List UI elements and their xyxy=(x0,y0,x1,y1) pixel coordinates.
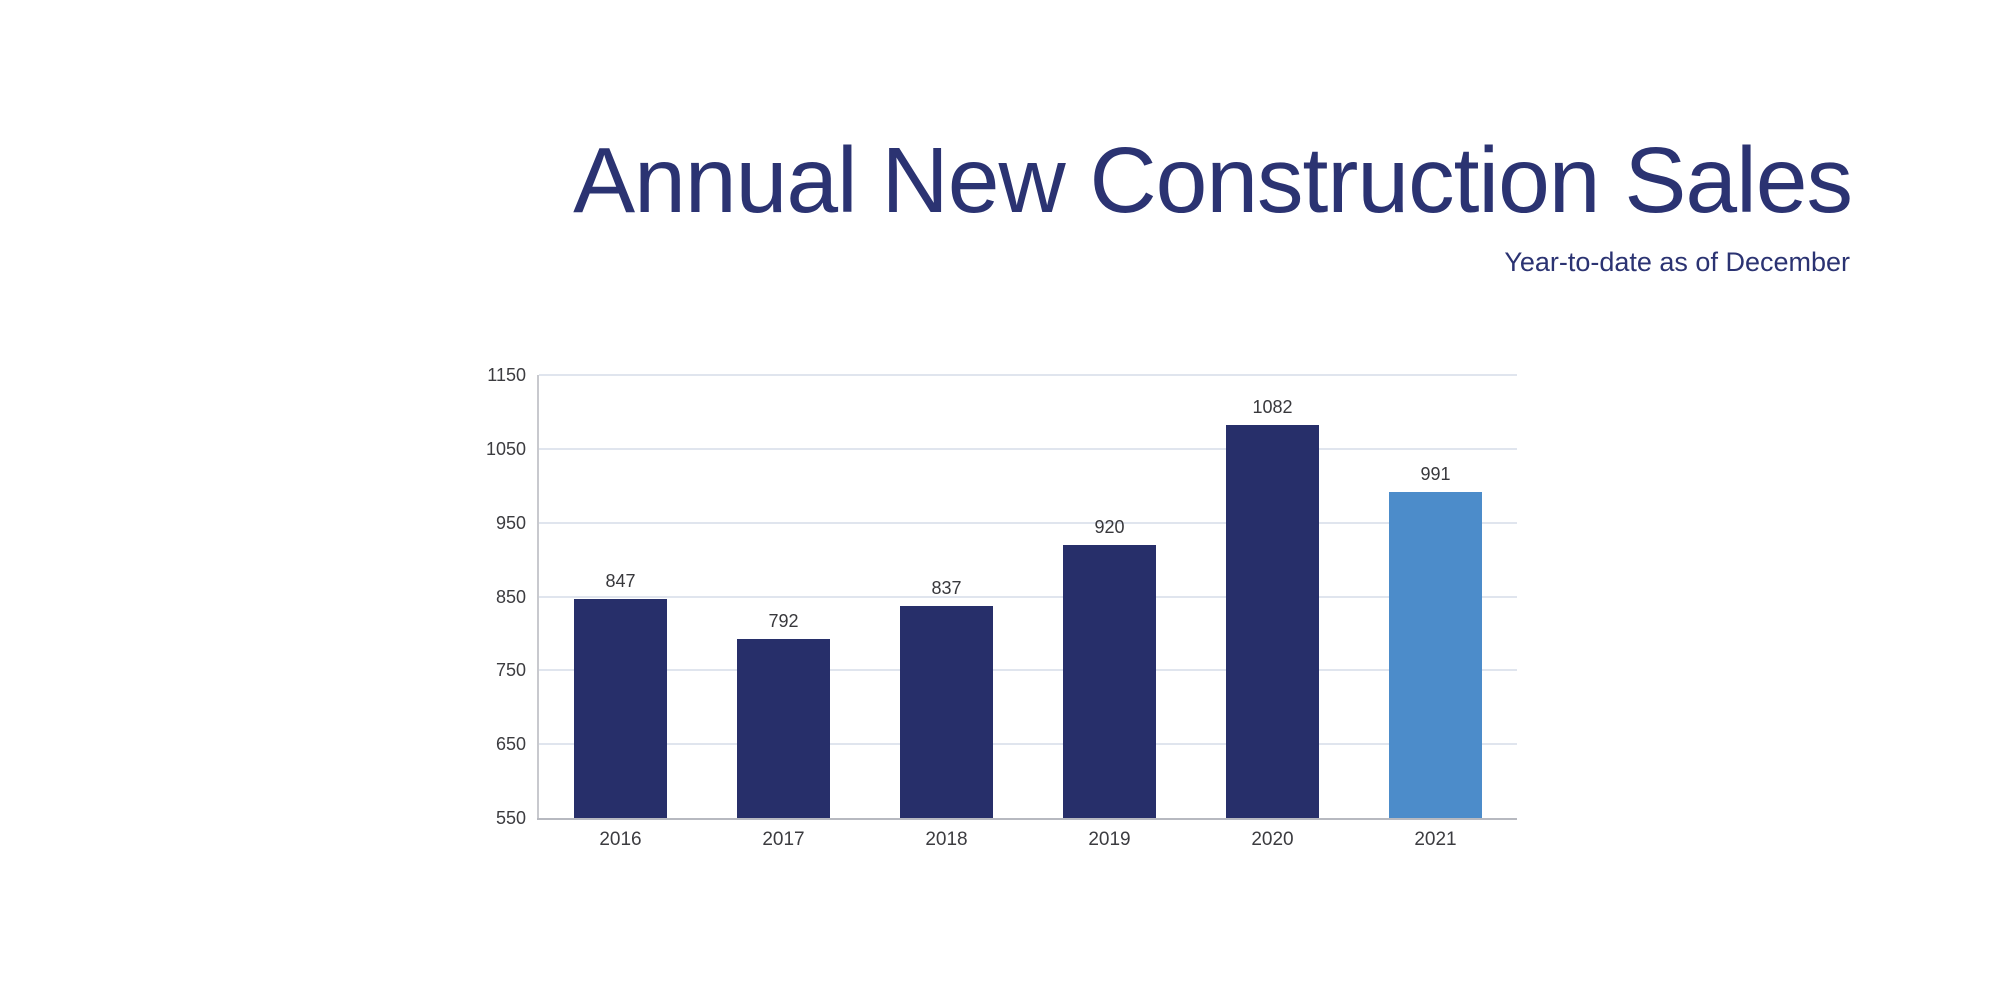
gridline-1150 xyxy=(539,374,1517,376)
x-tick-label-2019: 2019 xyxy=(1088,829,1131,850)
y-tick-label-950: 950 xyxy=(495,512,526,533)
gridline-650 xyxy=(539,743,1517,746)
bar-2017 xyxy=(737,639,830,818)
chart-title: Annual New Construction Sales xyxy=(573,128,1853,232)
y-tick-label-750: 750 xyxy=(495,660,526,681)
y-tick-label-1050: 1050 xyxy=(485,438,526,459)
bar-2020 xyxy=(1226,425,1319,818)
chart-subtitle: Year-to-date as of December xyxy=(1504,247,1850,277)
bar-2019 xyxy=(1063,544,1156,818)
gridline-1050 xyxy=(539,447,1517,450)
bar-2021 xyxy=(1389,492,1482,818)
bar-value-label-2016: 847 xyxy=(605,570,636,591)
bar-value-label-2018: 837 xyxy=(931,578,962,599)
x-tick-label-2017: 2017 xyxy=(762,829,805,850)
gridline-850 xyxy=(539,595,1517,598)
x-tick-label-2021: 2021 xyxy=(1414,829,1457,850)
y-tick-label-850: 850 xyxy=(495,586,526,607)
y-tick-label-1150: 1150 xyxy=(487,365,526,385)
bar-value-label-2017: 792 xyxy=(768,611,799,632)
x-tick-label-2018: 2018 xyxy=(925,829,968,850)
bar-value-label-2021: 991 xyxy=(1420,464,1451,485)
y-axis-line xyxy=(537,375,539,818)
bar-chart-plot-area: 1150 1050 950 850 750 650 550 847 792 837 920 1082… xyxy=(486,366,1517,850)
x-tick-label-2020: 2020 xyxy=(1251,829,1294,850)
gridline-950 xyxy=(539,521,1517,524)
x-axis-line xyxy=(537,818,1517,820)
y-tick-label-550: 550 xyxy=(495,808,526,828)
gridline-750 xyxy=(539,669,1517,672)
bar-value-label-2020: 1082 xyxy=(1252,397,1293,418)
bar-2018 xyxy=(900,606,993,818)
x-tick-label-2016: 2016 xyxy=(599,829,642,850)
y-tick-label-650: 650 xyxy=(495,734,526,755)
bar-value-label-2019: 920 xyxy=(1094,516,1125,537)
bar-2016 xyxy=(574,598,667,818)
